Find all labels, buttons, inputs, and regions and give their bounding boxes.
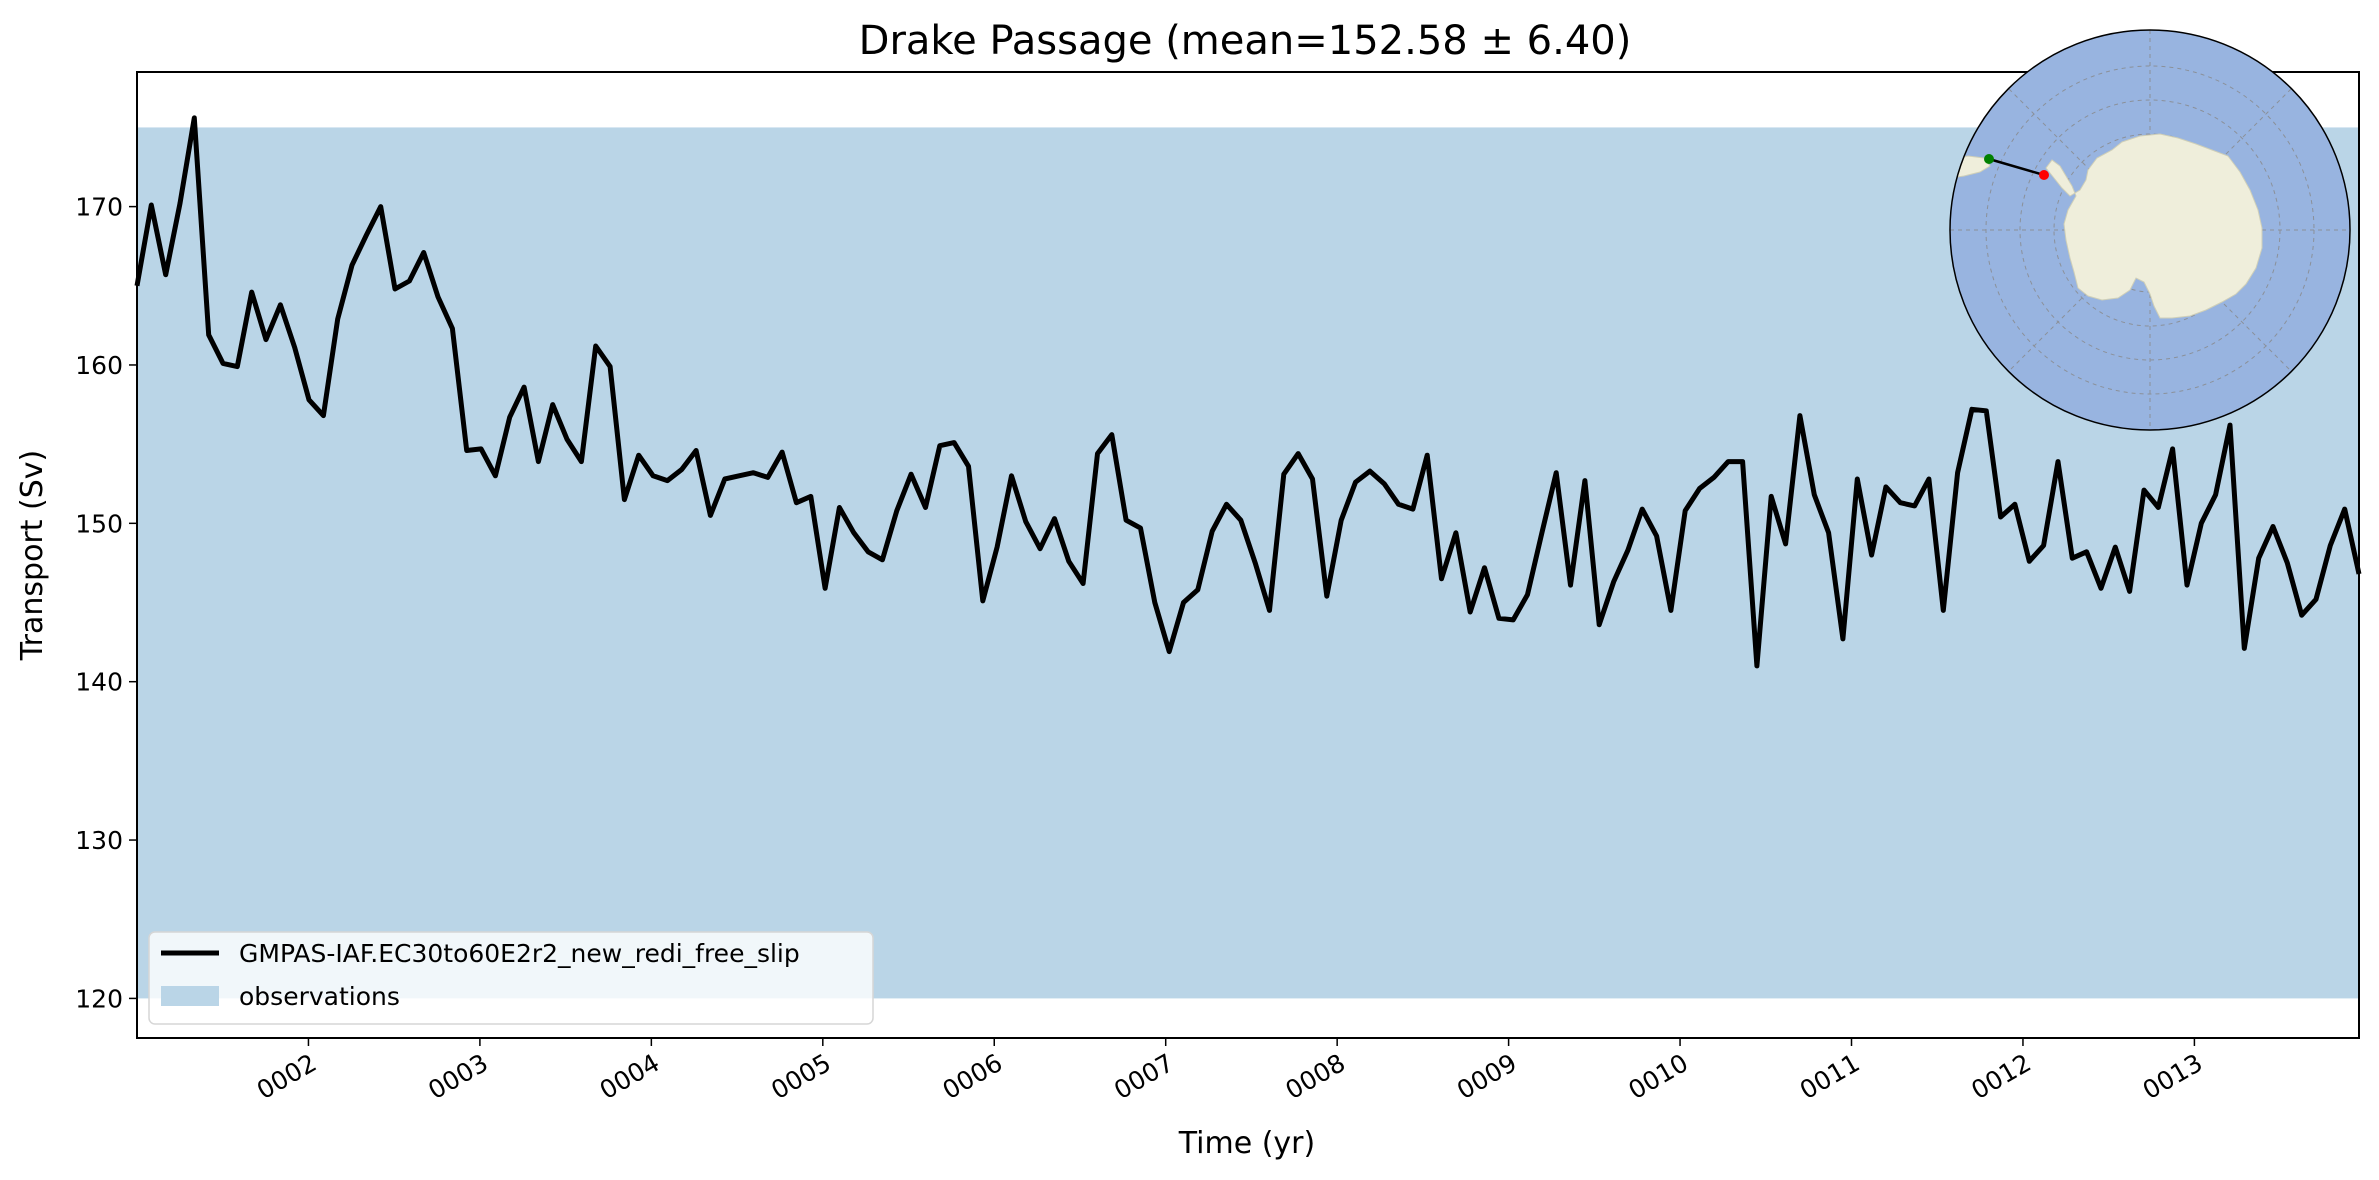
transect-line — [1988, 157, 2045, 177]
y-tick-label: 170 — [75, 193, 123, 222]
x-tick-label: 0013 — [2138, 1048, 2208, 1105]
antarctica-landmass — [2045, 133, 2263, 319]
x-axis: 0002 0003 0004 0005 0006 0007 0008 0009 0010 0011… — [252, 1038, 2208, 1105]
series-line-0 — [134, 115, 2362, 669]
y-tick-label: 140 — [75, 668, 123, 697]
x-tick-label: 0003 — [423, 1048, 493, 1105]
x-axis-label: Time (yr) — [1178, 1126, 1315, 1161]
x-tick-label: 0007 — [1109, 1048, 1179, 1105]
legend: GMPAS-IAF.EC30to60E2r2_new_redi_free_sli… — [148, 931, 874, 1025]
x-tick-label: 0010 — [1623, 1048, 1693, 1105]
y-axis: 120 130 140 150 160 170 — [75, 193, 137, 1013]
y-tick-label: 150 — [75, 509, 123, 538]
legend-observations-swatch — [161, 986, 219, 1006]
plot-area-frame — [136, 71, 2360, 1039]
y-axis-label: Transport (Sv) — [15, 450, 50, 662]
x-tick-label: 0011 — [1795, 1048, 1865, 1105]
x-tick-label: 0004 — [595, 1048, 665, 1105]
transect-start-point — [1984, 154, 1994, 164]
map-outline — [1949, 29, 2351, 431]
chart-title: Drake Passage (mean=152.58 ± 6.40) — [859, 18, 1632, 64]
x-tick-label: 0008 — [1281, 1048, 1351, 1105]
transect-end-point — [2039, 170, 2049, 180]
y-tick-label: 120 — [75, 984, 123, 1013]
x-tick-label: 0009 — [1452, 1048, 1522, 1105]
series-group — [134, 115, 2362, 669]
legend-box — [148, 931, 874, 1025]
x-tick-label: 0012 — [1966, 1048, 2036, 1105]
x-tick-label: 0006 — [938, 1048, 1008, 1105]
antarctica-polar-map-icon — [1949, 29, 2351, 431]
legend-label-series: GMPAS-IAF.EC30to60E2r2_new_redi_free_sli… — [239, 939, 800, 968]
y-tick-label: 160 — [75, 351, 123, 380]
y-tick-label: 130 — [75, 826, 123, 855]
x-tick-label: 0005 — [766, 1048, 836, 1105]
legend-label-observations: observations — [239, 982, 400, 1011]
x-tick-label: 0002 — [252, 1048, 322, 1105]
